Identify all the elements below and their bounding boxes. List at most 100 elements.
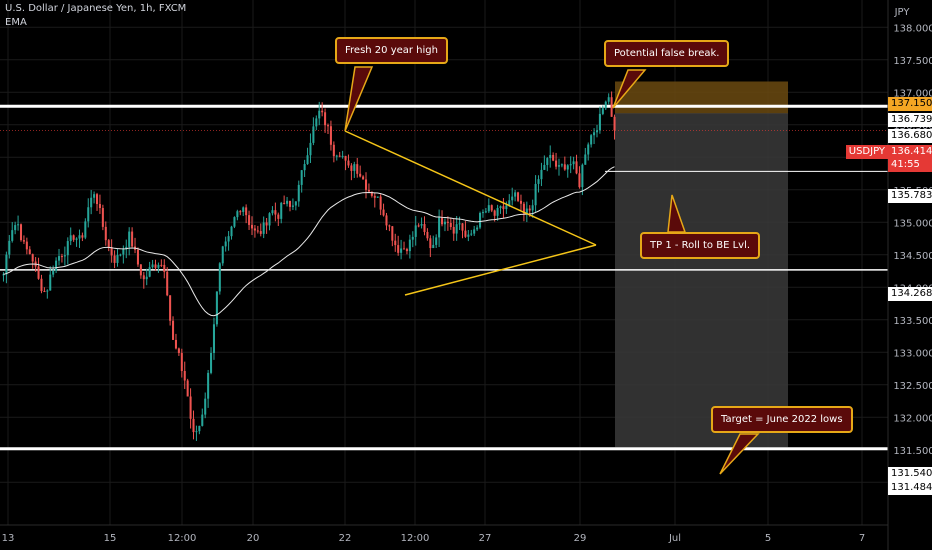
candle-body [66,241,69,256]
chart-title: U.S. Dollar / Japanese Yen, 1h, FXCM [5,3,187,14]
candles [2,91,616,441]
candle-body [300,170,303,185]
candle-body [455,224,458,234]
y-tick-label: 132.000 [893,413,932,424]
candle-body [148,267,151,277]
candle-body [119,254,122,256]
candle-body [376,196,379,198]
candle-body [379,196,382,210]
candle-body [493,210,496,216]
candle-body [8,240,11,255]
candle-body [125,246,128,250]
candle-body [429,238,432,249]
candle-body [324,112,327,126]
indicator-label[interactable]: EMA [5,17,27,28]
candle-body [180,352,183,371]
candle-body [227,236,230,242]
candle-body [446,221,449,223]
candle-body [350,165,353,171]
candle-body [242,207,245,212]
candle-body [248,215,251,225]
candle-body [435,237,438,245]
triangle-trendlines [344,130,597,296]
x-tick-label: 27 [479,533,492,544]
candle-body [581,164,584,188]
candle-body [87,207,90,222]
candle-body [359,173,362,177]
candle-body [438,217,441,238]
candle-body [11,230,14,241]
y-tick-label: 133.000 [893,348,932,359]
candle-body [560,164,563,166]
candle-body [546,158,549,165]
candle-body [499,206,502,209]
candle-body [367,189,370,192]
candle-body [96,194,99,205]
price-label-symbol: 41:55 [888,158,932,172]
candle-body [201,414,204,426]
x-tick-label: 12:00 [168,533,197,544]
candle-body [414,225,417,237]
candle-body [400,248,403,253]
x-tick-label: 12:00 [401,533,430,544]
x-tick-label: 20 [247,533,260,544]
candle-body [514,192,517,197]
candle-body [46,290,49,292]
candle-body [172,320,175,340]
candle-body [385,215,388,226]
candle-body [552,154,555,161]
candle-body [411,236,414,240]
x-tick-label: Jul [668,533,681,544]
candle-body [283,202,286,204]
price-label-level: 135.783 [888,189,932,203]
candle-body [57,256,61,261]
candle-body [131,231,134,247]
candle-body [487,205,490,212]
candle-body [163,264,166,272]
upper-trendline [344,130,597,246]
candle-body [540,169,543,180]
candle-body [186,380,189,397]
candle-body [569,164,572,166]
candle-body [107,240,110,248]
candle-body [224,241,227,247]
candle-body [136,249,139,265]
candle-body [286,200,289,204]
candle-body [593,132,596,136]
candle-body [204,398,207,415]
candle-body [441,217,444,225]
candle-body [496,208,499,216]
candle-body [52,270,55,275]
y-tick-label: 138.000 [893,23,932,34]
candle-body [549,154,552,159]
candle-body [84,221,87,238]
candle-body [479,213,482,228]
candle-body [484,211,487,213]
lower-trendline [404,244,597,296]
candle-body [288,200,292,207]
price-label-level: 131.484 [888,481,932,495]
candle-body [408,239,411,252]
candle-body [555,160,558,167]
candle-body [397,245,400,253]
candle-body [183,370,186,381]
candle-body [563,164,566,170]
candle-body [37,266,40,279]
pointer-false-break [612,69,647,109]
candle-body [610,97,613,117]
candle-body [239,211,242,213]
candle-body [90,197,93,208]
candle-body [19,224,23,241]
candle-body [265,222,268,226]
candle-body [537,179,540,184]
candle-body [122,249,125,255]
y-tick-label: 135.000 [893,218,932,229]
candle-body [195,431,198,433]
candle-body [192,418,195,433]
candle-body [221,246,224,264]
candle-body [31,254,34,262]
candle-body [145,276,148,280]
candle-body [101,208,104,227]
candle-body [464,230,467,237]
